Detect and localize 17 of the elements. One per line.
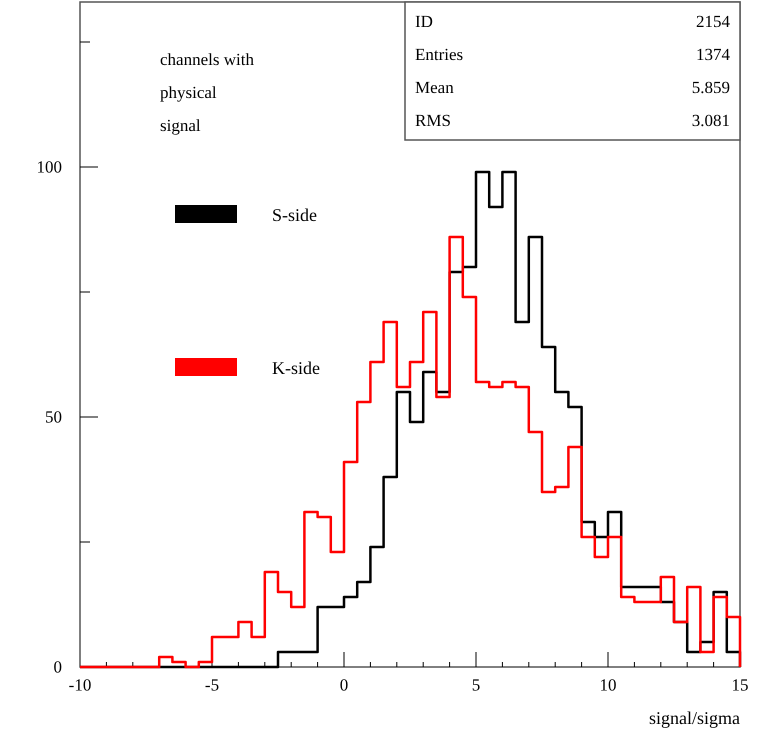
x-tick-label: -5: [204, 675, 220, 694]
y-tick-label: 0: [54, 657, 62, 676]
text: ID 2154: [415, 12, 730, 31]
x-tick-label: 5: [472, 675, 480, 694]
legend-label: S-side: [272, 205, 318, 225]
x-tick-label: -10: [68, 675, 92, 694]
text: Mean 5.859: [415, 78, 730, 97]
annotation: channels with physical signal: [160, 50, 254, 135]
x-tick-label: 0: [340, 675, 348, 694]
text: Entries 1374: [415, 45, 730, 64]
y-tick-label: 100: [36, 157, 62, 176]
x-tick-label: 10: [600, 675, 616, 694]
text: RMS 3.081: [415, 111, 730, 130]
legend-label: K-side: [272, 358, 320, 378]
x-axis-title: signal/sigma: [649, 708, 740, 728]
y-tick-label: 50: [45, 407, 62, 426]
x-tick-label: 15: [732, 675, 748, 694]
